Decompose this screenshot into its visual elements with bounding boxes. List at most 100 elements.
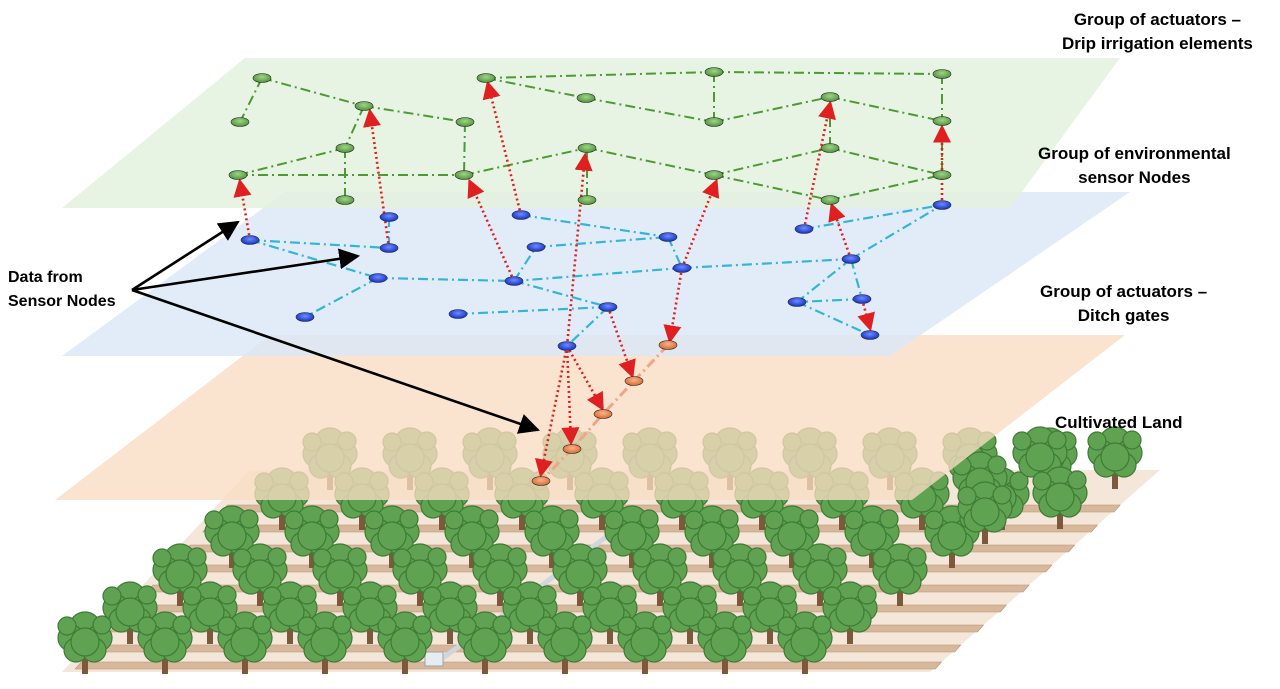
land-label-line1: Cultivated Land (1055, 413, 1183, 432)
tree-icon (217, 611, 273, 674)
tree-canopy (115, 597, 145, 627)
tree-canopy (377, 616, 397, 636)
sensor-node (526, 242, 546, 252)
data-arrow (680, 178, 720, 269)
ditch-gate-node (562, 444, 582, 454)
tree-icon (364, 505, 420, 568)
tree-canopy (1045, 482, 1075, 512)
sensor-node (672, 263, 692, 273)
tree-trunk (607, 618, 613, 644)
tree-trunk (337, 580, 343, 606)
ditch-label-line1: Group of actuators – (1040, 282, 1208, 301)
tree-canopy (204, 510, 224, 530)
drip-node (704, 117, 724, 127)
tree-canopy (812, 615, 832, 635)
cultivated-land-label: Cultivated Land (1055, 411, 1183, 435)
sensor-node (852, 294, 872, 304)
drip-node (704, 170, 724, 180)
tree-canopy (857, 521, 887, 551)
tree-canopy (712, 548, 732, 568)
tree-canopy (472, 548, 492, 568)
tree-canopy (137, 585, 157, 605)
tree-canopy (652, 615, 672, 635)
network-nodes (228, 67, 952, 486)
tree-canopy (719, 509, 739, 529)
drip-link (829, 96, 943, 122)
tree-canopy (1009, 471, 1029, 491)
tree-canopy (667, 547, 687, 567)
tree-canopy (565, 559, 595, 589)
tree-icon (342, 581, 398, 644)
tree-trunk (562, 648, 568, 674)
drip-irrigation-layer (62, 58, 1120, 208)
tree-canopy (502, 586, 522, 606)
tree-trunk (229, 542, 235, 568)
sensor-node (794, 224, 814, 234)
tree-canopy (217, 585, 237, 605)
tree-canopy (1032, 471, 1052, 491)
tree-icon (312, 543, 368, 606)
sensor-link (513, 266, 683, 283)
env-label-line2: sensor Nodes (1078, 168, 1191, 187)
tree-canopy (492, 615, 512, 635)
drip-node (335, 195, 355, 205)
data-arrow (606, 306, 636, 379)
data-arrow (565, 152, 593, 347)
tree-canopy (364, 510, 384, 530)
environmental-sensors-label: Group of environmental sensor Nodes (1038, 142, 1231, 190)
tree-canopy (725, 559, 755, 589)
drip-link (585, 97, 715, 123)
tree-trunk (549, 542, 555, 568)
data-label-line2: Sensor Nodes (8, 293, 116, 310)
tree-icon (742, 581, 798, 644)
tree-canopy (232, 548, 252, 568)
tree-trunk (177, 580, 183, 606)
tree-canopy (697, 616, 717, 636)
sensor-link (849, 258, 864, 300)
data-arrow (663, 267, 684, 344)
tree-canopy (632, 548, 652, 568)
tree-trunk (869, 542, 875, 568)
tree-trunk (287, 618, 293, 644)
tree-canopy (399, 509, 419, 529)
tree-trunk (839, 504, 845, 530)
drip-label-line1: Group of actuators – (1073, 10, 1241, 29)
tree-canopy (1067, 470, 1087, 490)
drip-label-line2: Drip irrigation elements (1062, 34, 1253, 53)
tree-canopy (630, 627, 660, 657)
tree-canopy (150, 627, 180, 657)
tree-icon (662, 581, 718, 644)
tree-trunk (439, 504, 445, 530)
drip-node (820, 195, 840, 205)
tree-trunk (257, 580, 263, 606)
tree-canopy (1087, 431, 1107, 451)
tree-canopy (697, 521, 727, 551)
tree-trunk (679, 504, 685, 530)
tree-icon (537, 611, 593, 674)
drip-link (237, 147, 346, 176)
tree-trunk (162, 648, 168, 674)
tree-canopy (182, 586, 202, 606)
drip-node (932, 69, 952, 79)
tree-canopy (645, 559, 675, 589)
tree-canopy (152, 548, 172, 568)
tree-canopy (662, 586, 682, 606)
tree-canopy (1025, 442, 1055, 472)
sensor-link (803, 203, 943, 231)
ditch-gate-node (658, 340, 678, 350)
tree-icon (1087, 426, 1143, 489)
tree-canopy (550, 627, 580, 657)
sensor-node (448, 309, 468, 319)
tree-canopy (444, 510, 464, 530)
tree-trunk (949, 542, 955, 568)
tree-canopy (479, 509, 499, 529)
tree-canopy (239, 509, 259, 529)
sensor-link (249, 238, 390, 250)
tree-canopy (587, 547, 607, 567)
tree-canopy (267, 547, 287, 567)
tree-icon (957, 481, 1013, 544)
sensor-node (658, 232, 678, 242)
tree-canopy (805, 559, 835, 589)
